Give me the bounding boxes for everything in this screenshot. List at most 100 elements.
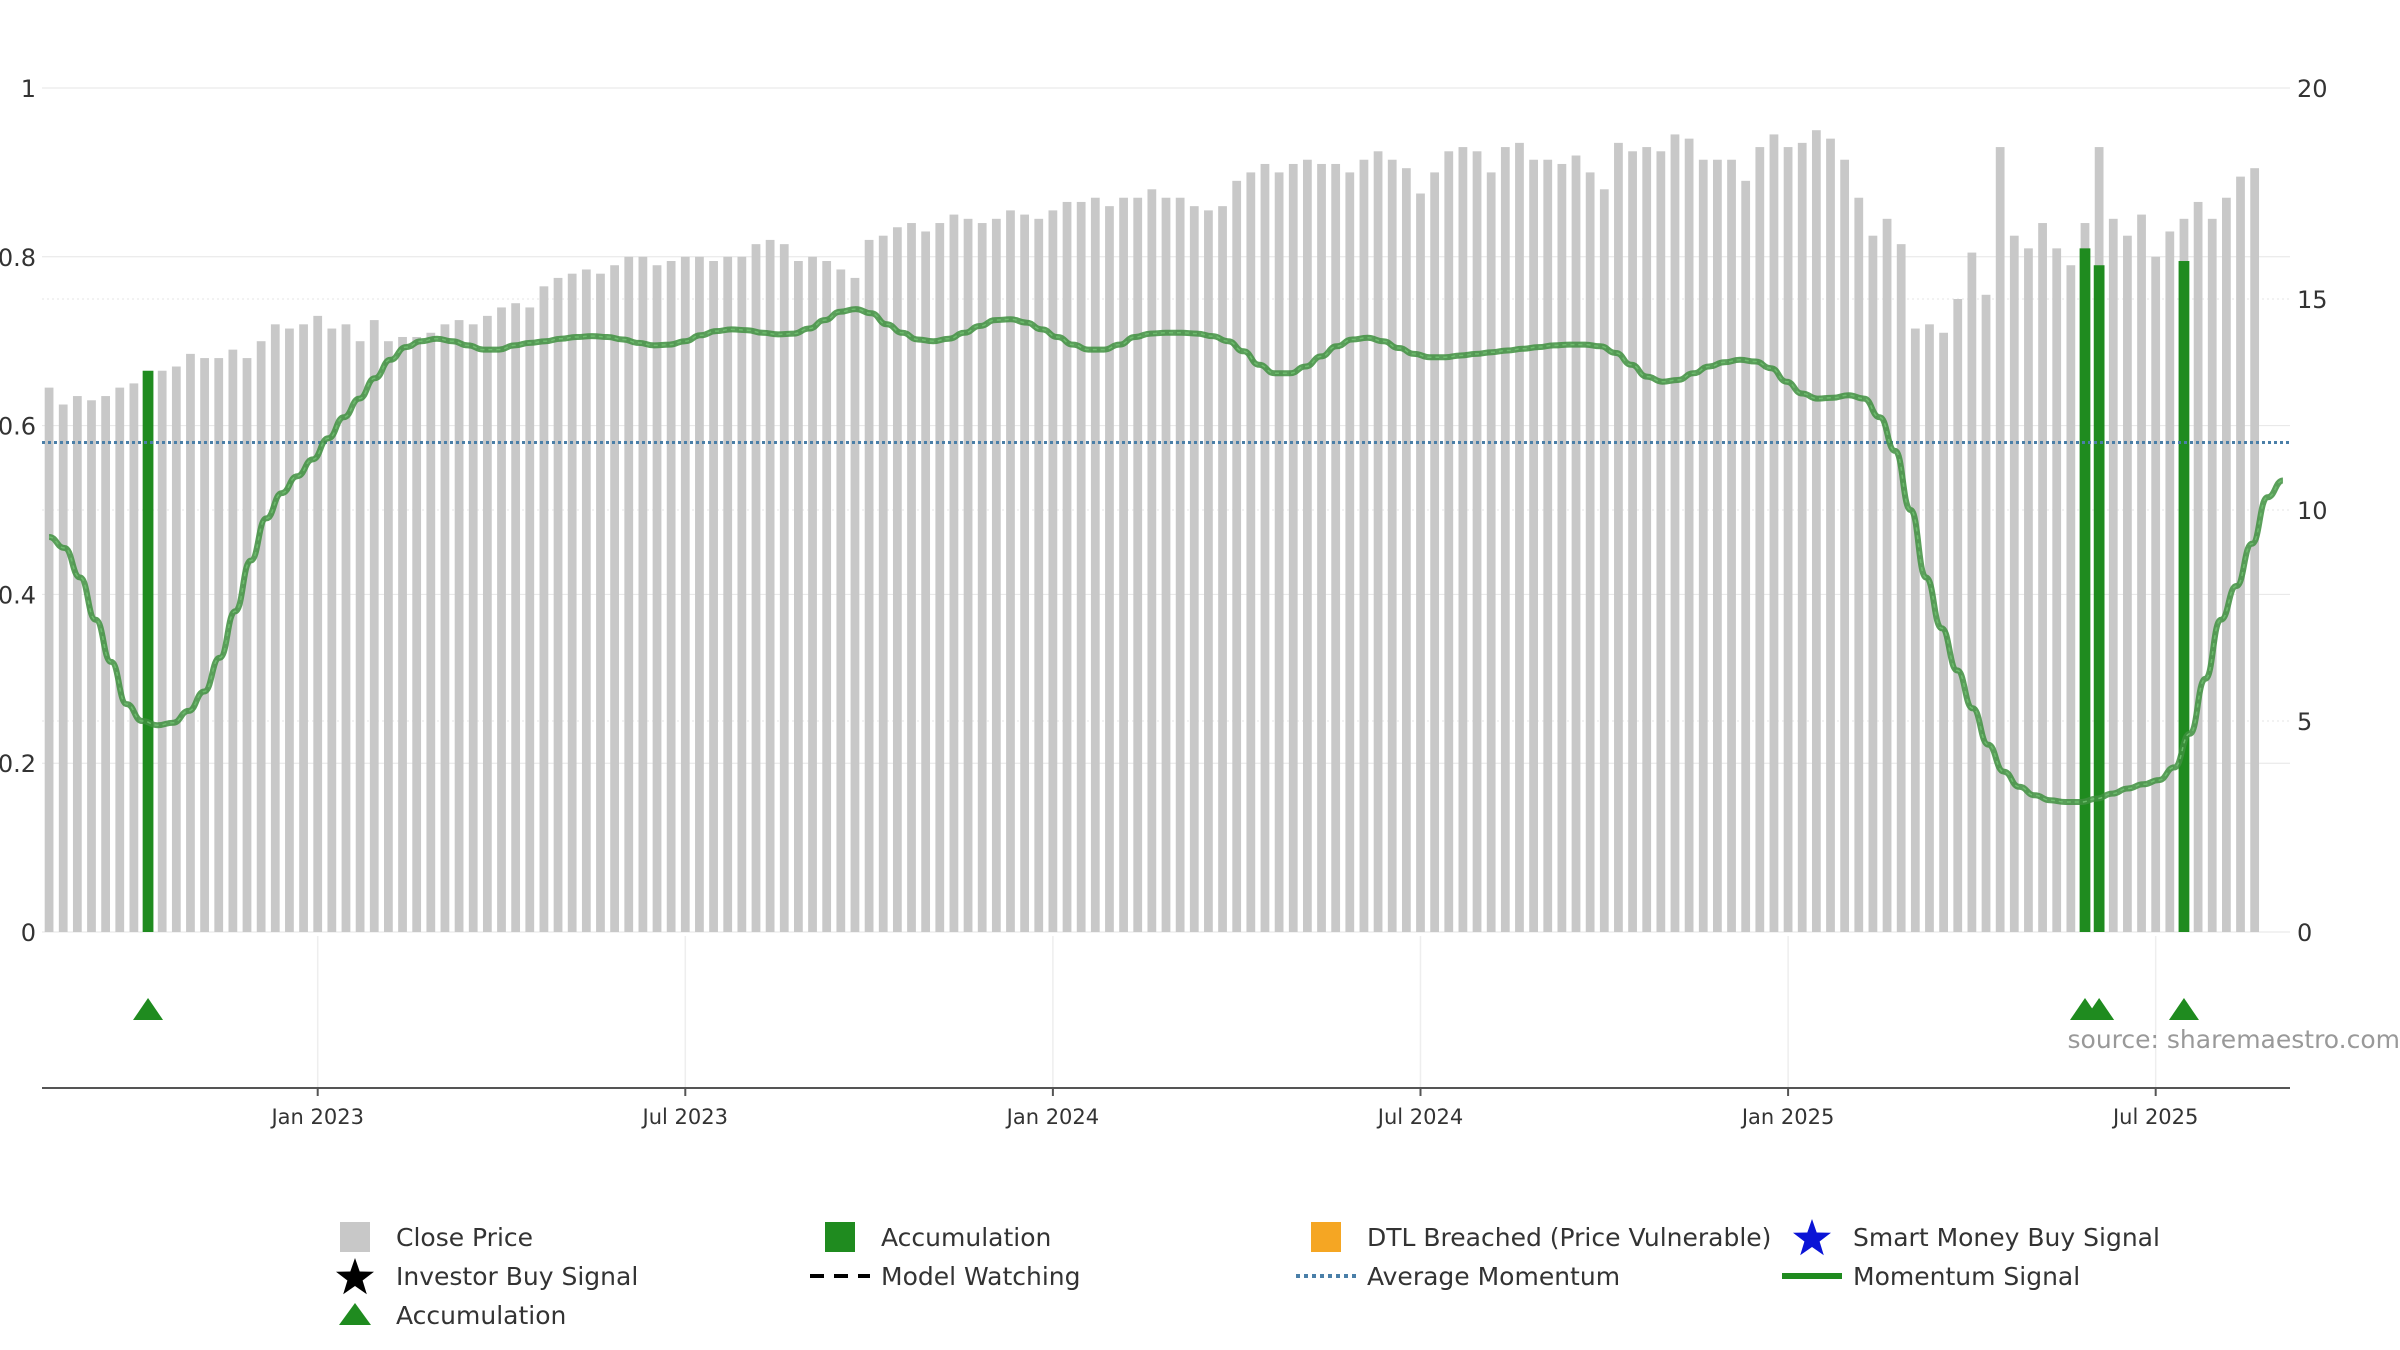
close-price-bar	[892, 227, 902, 932]
close-price-bar	[313, 315, 323, 932]
right-axis-tick-label: 20	[2297, 75, 2328, 103]
close-price-bar	[1755, 147, 1765, 932]
close-price-bar	[1826, 138, 1835, 932]
close-price-bar	[779, 244, 789, 932]
close-price-bar	[949, 214, 959, 933]
left-axis-tick-label: 0.4	[0, 581, 36, 609]
close-price-bar	[709, 261, 718, 932]
x-axis-tick-label: Jul 2025	[2111, 1105, 2198, 1129]
legend-label-momentum-signal: Momentum Signal	[1853, 1262, 2080, 1291]
close-price-bar	[1048, 210, 1058, 932]
close-price-bar	[553, 277, 563, 932]
close-price-bar	[1232, 180, 1242, 933]
close-price-bar	[1670, 134, 1680, 933]
legend-item-model-watching: Model Watching	[810, 1262, 1081, 1291]
close-price-bar	[1840, 159, 1850, 933]
close-price-bar	[1684, 138, 1694, 932]
close-price-bar	[1486, 172, 1496, 932]
legend-item-close-price: Close Price	[340, 1222, 533, 1252]
close-price-bar	[2123, 235, 2132, 932]
legend-symbol-accumulation-marker	[339, 1303, 371, 1325]
close-price-bar	[1727, 159, 1736, 933]
close-price-bar	[1189, 206, 1199, 932]
close-price-bar	[1515, 142, 1524, 933]
x-axis-tick-label: Jul 2024	[1376, 1105, 1463, 1129]
close-price-bar	[1416, 193, 1425, 932]
right-axis-tick-label: 15	[2297, 286, 2328, 314]
close-price-bar	[1910, 328, 1920, 932]
close-price-bar	[991, 218, 1001, 932]
close-price-bar	[1105, 206, 1114, 932]
close-price-bar	[1571, 155, 1581, 932]
left-axis: 0 0.2 0.4 0.6 0.8 1	[0, 75, 36, 947]
close-price-bar	[525, 307, 535, 932]
close-price-bar	[242, 358, 252, 933]
close-price-bar	[1218, 206, 1227, 932]
close-price-bar	[822, 261, 832, 932]
close-price-bar	[567, 273, 577, 932]
close-price-bar	[1854, 197, 1864, 933]
close-price-bar	[1119, 197, 1128, 933]
close-price-bar	[2236, 176, 2245, 932]
close-price-bar	[751, 244, 761, 932]
x-axis: Jan 2023 Jul 2023 Jan 2024 Jul 2024 Jan 2025…	[42, 1087, 2290, 1129]
close-price-bar	[680, 256, 690, 932]
close-price-bar	[1359, 159, 1369, 933]
close-price-bar	[850, 277, 860, 932]
close-price-bar	[1090, 197, 1100, 933]
close-price-bar	[2165, 231, 2175, 933]
close-price-bar	[341, 324, 351, 932]
close-price-bar	[186, 353, 195, 932]
close-price-bar	[1656, 151, 1666, 933]
close-price-bar	[1458, 147, 1468, 932]
close-price-bar	[1741, 180, 1751, 933]
close-price-bar	[2052, 248, 2062, 933]
close-price-bar	[214, 358, 224, 933]
close-price-bar	[511, 303, 521, 933]
accumulation-marker	[133, 998, 164, 1020]
close-price-bar	[2009, 235, 2019, 932]
legend-item-average-momentum: Average Momentum	[1296, 1262, 1620, 1291]
close-price-bar	[2193, 201, 2203, 932]
legend-label-smart-money: Smart Money Buy Signal	[1853, 1223, 2160, 1252]
close-price-bar	[299, 324, 308, 932]
close-price-bar	[101, 396, 111, 932]
close-price-bar	[1868, 235, 1878, 932]
close-price-bar	[921, 231, 931, 933]
x-axis-tick-label: Jan 2023	[269, 1105, 364, 1129]
close-price-bar	[2038, 223, 2047, 933]
legend-symbol-investor-buy	[336, 1258, 374, 1295]
close-price-bar	[1006, 210, 1015, 932]
close-price-bar	[426, 332, 436, 932]
close-price-bar	[1628, 151, 1637, 933]
close-price-bar	[1882, 218, 1892, 932]
close-price-bar	[1557, 163, 1567, 932]
close-price-bar	[1925, 324, 1934, 932]
close-price-bar	[171, 366, 181, 932]
close-price-bar	[765, 239, 775, 933]
close-price-bar	[1967, 252, 1977, 932]
legend-symbol-close-price	[340, 1222, 370, 1252]
close-price-bar	[666, 261, 676, 932]
close-price-bar	[2066, 265, 2076, 932]
close-price-bar	[2207, 218, 2217, 932]
close-price-bar	[228, 349, 238, 932]
close-price-bar	[1981, 294, 1991, 932]
left-axis-tick-label: 0.6	[0, 413, 36, 441]
legend-symbol-dtl-breached	[1311, 1222, 1341, 1252]
close-price-bar	[610, 265, 619, 932]
close-price-bar	[695, 256, 704, 932]
close-price-bar	[1783, 147, 1793, 932]
close-price-bar	[836, 269, 846, 933]
legend-item-accumulation-bar: Accumulation	[825, 1222, 1051, 1252]
close-price-bar	[200, 358, 209, 933]
close-price-bar	[1175, 197, 1185, 933]
close-price-bar	[1797, 142, 1807, 933]
close-price-bar	[1444, 151, 1454, 933]
bars-layer	[44, 130, 2260, 933]
close-price-bar	[1034, 218, 1044, 932]
close-price-bar	[737, 256, 747, 932]
close-price-bar	[652, 265, 662, 932]
close-price-bar	[2108, 218, 2118, 932]
x-axis-tick-label: Jan 2024	[1005, 1105, 1100, 1129]
